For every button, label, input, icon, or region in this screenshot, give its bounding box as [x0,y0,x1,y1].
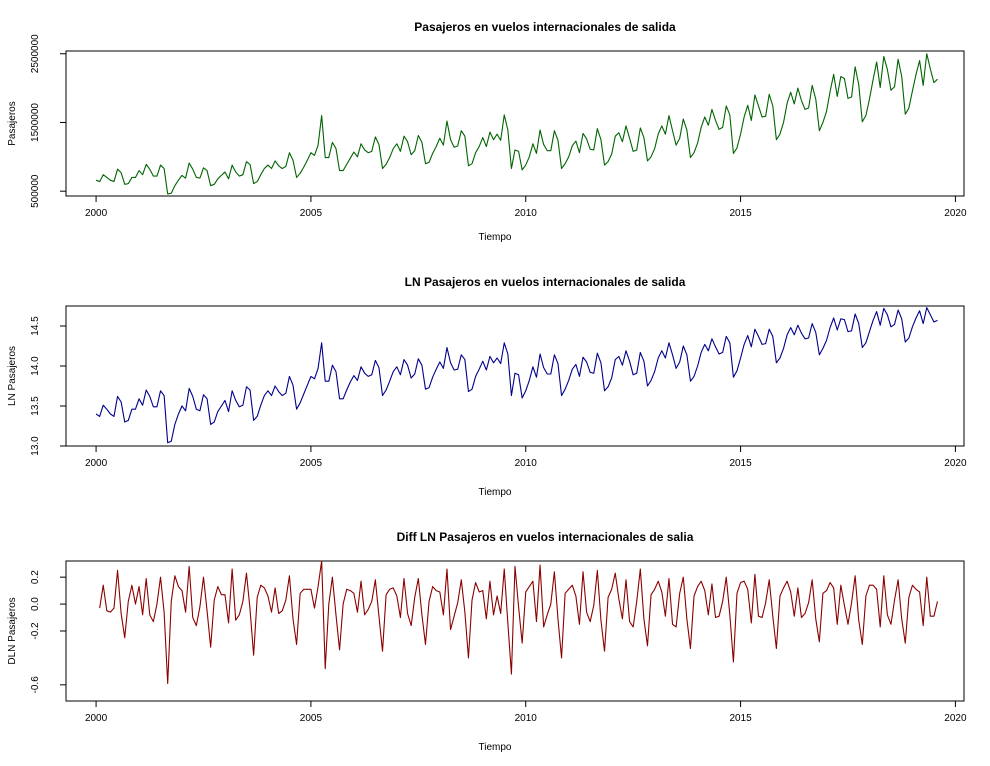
x-tick-label: 2005 [300,458,323,469]
y-tick-label: 500000 [30,174,41,208]
x-tick-label: 2005 [300,208,323,219]
x-tick-label: 2000 [85,458,108,469]
x-tick-label: 2010 [515,458,538,469]
y-tick-label: 0.2 [30,570,41,584]
x-tick-label: 2010 [515,208,538,219]
x-tick-label: 2015 [729,208,752,219]
chart-title: Pasajeros en vuelos internacionales de s… [414,20,676,34]
y-axis-label: LN Pasajeros [7,346,18,406]
chart-panel-3: Diff LN Pasajeros en vuelos internaciona… [7,530,967,753]
x-tick-label: 2020 [944,713,967,724]
y-tick-label: 14.5 [30,316,41,336]
x-tick-label: 2005 [300,713,323,724]
y-tick-label: -0.2 [30,622,41,640]
y-axis-label: Pasajeros [7,101,18,145]
chart-panel-2: LN Pasajeros en vuelos internacionales d… [7,275,967,498]
x-tick-label: 2000 [85,208,108,219]
x-axis-label: Tiempo [479,232,512,243]
y-tick-label: 13.0 [30,436,41,456]
y-tick-label: 13.5 [30,396,41,416]
x-tick-label: 2020 [944,458,967,469]
x-axis-label: Tiempo [479,487,512,498]
y-tick-label: 1500000 [30,103,41,142]
x-tick-label: 2015 [729,713,752,724]
series-line-1 [95,307,938,444]
y-tick-label: -0.6 [30,676,41,694]
y-tick-label: 2500000 [30,34,41,73]
series-line-1 [95,53,938,195]
y-axis-label: DLN Pasajeros [7,597,18,664]
y-tick-label: 0.0 [30,597,41,611]
chart-title: Diff LN Pasajeros en vuelos internaciona… [397,530,694,544]
series-line-1 [99,560,939,685]
chart-title: LN Pasajeros en vuelos internacionales d… [405,275,686,289]
y-tick-label: 14.0 [30,356,41,376]
x-axis-label: Tiempo [479,742,512,753]
chart-panel-1: Pasajeros en vuelos internacionales de s… [7,20,967,243]
x-tick-label: 2015 [729,458,752,469]
x-tick-label: 2020 [944,208,967,219]
x-tick-label: 2010 [515,713,538,724]
x-tick-label: 2000 [85,713,108,724]
